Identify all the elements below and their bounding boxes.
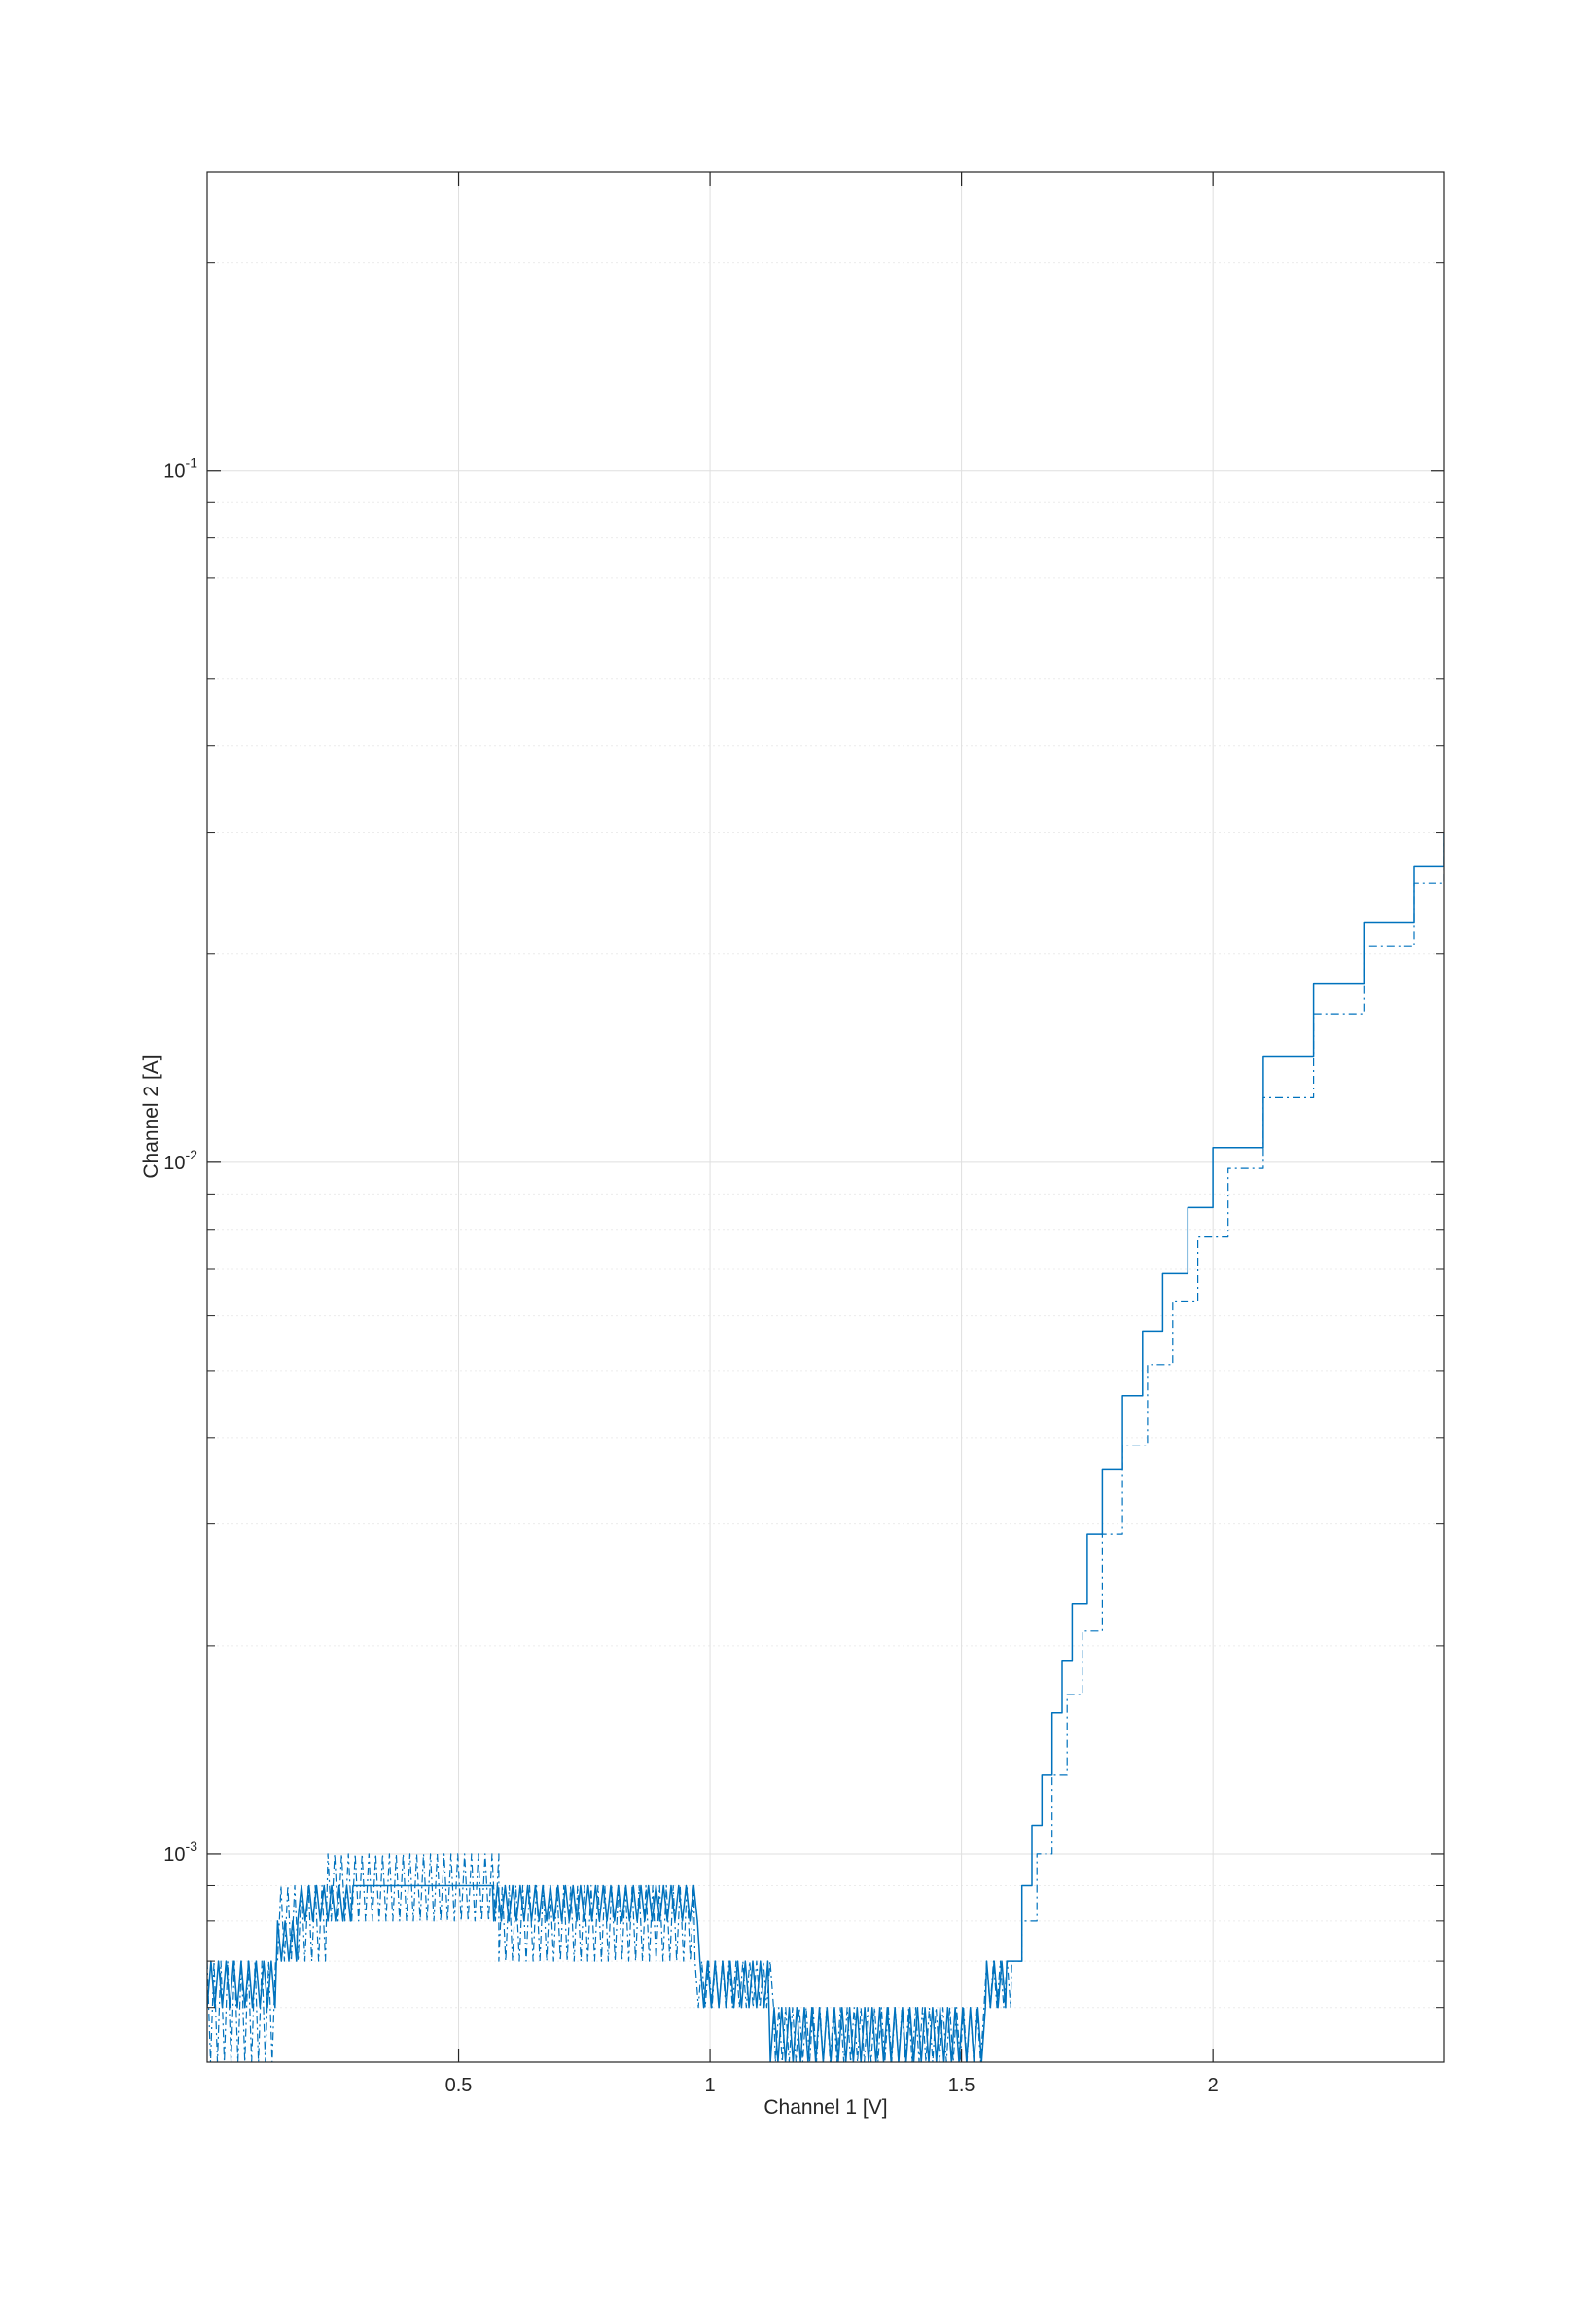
y-tick-label: 10-2 [163, 1147, 197, 1174]
series-line-dashdot [207, 843, 1444, 2062]
y-tick-label: 10-3 [163, 1838, 197, 1866]
x-tick-label: 1 [705, 2075, 716, 2096]
x-tick-label: 1.5 [948, 2075, 975, 2096]
y-tick-label: 10-1 [163, 455, 197, 482]
x-tick-label: 2 [1208, 2075, 1219, 2096]
x-tick-labels: 0.5 1 1.5 2 [445, 2075, 1219, 2096]
plot-frame [206, 171, 1445, 2063]
ticks [207, 172, 1444, 2062]
y-axis-label: Channel 2 [A] [140, 1054, 162, 1178]
y-tick-labels: 10-3 10-2 10-1 [163, 455, 197, 1866]
x-tick-label: 0.5 [445, 2075, 473, 2096]
series-group [207, 832, 1444, 2062]
x-axis-label: Channel 1 [V] [763, 2096, 887, 2119]
plot-area [207, 172, 1444, 2062]
